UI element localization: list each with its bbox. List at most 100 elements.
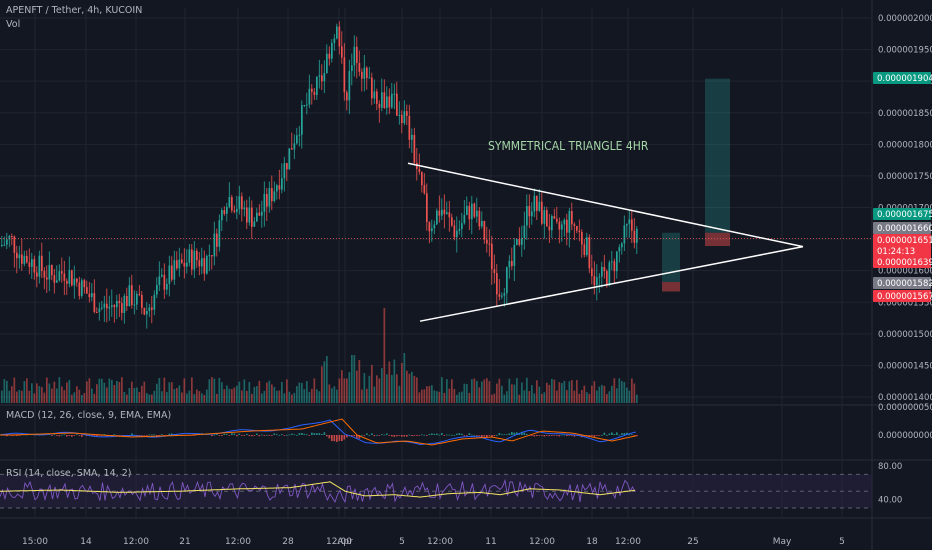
candle-body [351, 65, 353, 72]
volume-bar [213, 378, 216, 403]
volume-bar [311, 388, 313, 403]
volume-bar [103, 382, 106, 403]
volume-bar [191, 377, 193, 403]
macd-hist-bar [306, 434, 308, 436]
macd-hist-bar [61, 434, 63, 436]
macd-hist-bar [233, 433, 236, 435]
volume-bar [313, 378, 316, 403]
candle-body [331, 43, 333, 59]
candle-body [468, 205, 471, 220]
volume-bar [528, 391, 531, 403]
volume-bar [16, 391, 18, 403]
macd-hist-bar [416, 435, 418, 436]
macd-hist-bar [223, 433, 226, 435]
volume-bar [18, 389, 21, 403]
volume-bar [236, 385, 238, 403]
candle-body [481, 221, 483, 227]
candle-body [603, 266, 606, 272]
macd-hist-bar [408, 434, 411, 436]
candle-body [188, 249, 191, 263]
volume-bar [123, 391, 126, 403]
macd-hist-bar [548, 435, 551, 437]
macd-hist-bar [381, 434, 383, 435]
volume-bar [593, 381, 596, 403]
price-axis-tick: 0.000001600 [878, 267, 932, 277]
candle-body [388, 96, 391, 108]
macd-hist-bar [331, 435, 333, 441]
volume-bar [386, 374, 388, 403]
candle-body [326, 53, 328, 74]
macd-hist-bar [631, 434, 633, 435]
candle-body [113, 305, 116, 308]
price-tag [873, 234, 931, 246]
candle-body [81, 280, 83, 296]
rsi-line [0, 478, 636, 504]
candle-body [6, 239, 8, 245]
volume-bar [321, 366, 323, 403]
candle-body [586, 237, 588, 256]
macd-hist-bar [316, 433, 318, 435]
volume-bar [48, 383, 51, 403]
macd-hist-bar [628, 434, 631, 436]
volume-bar [381, 368, 383, 403]
candle-body [596, 277, 598, 286]
candle-body [106, 303, 108, 309]
macd-hist-bar [401, 435, 403, 437]
candle-body [203, 258, 206, 274]
candle-body [51, 264, 53, 276]
candle-body [336, 26, 338, 39]
price-axis-tick: 0.000001500 [878, 330, 932, 340]
volume-bar [276, 390, 278, 403]
volume-bar [326, 356, 328, 403]
volume-bar [101, 378, 103, 403]
macd-hist-bar [533, 435, 536, 437]
macd-hist-bar [501, 434, 503, 436]
price-axis-tick: 0.000001800 [878, 140, 932, 150]
candle-body [516, 239, 518, 245]
volume-bar [603, 385, 606, 403]
candle-body [521, 237, 523, 245]
volume-bar [563, 381, 566, 403]
macd-label[interactable]: MACD (12, 26, close, 9, EMA, EMA) [6, 410, 172, 421]
candle-body [568, 211, 571, 233]
candle-body [253, 221, 256, 227]
volume-bar [108, 378, 111, 403]
macd-hist-bar [226, 434, 228, 435]
volume-bar [583, 385, 586, 403]
candle-body [133, 304, 136, 306]
macd-hist-bar [446, 434, 448, 436]
candle-body [358, 62, 361, 72]
candle-body [166, 283, 168, 290]
macd-hist-bar [543, 435, 546, 437]
rsi-axis-tick: 40.00 [878, 496, 902, 506]
volume-bar [511, 384, 513, 403]
volume-bar [508, 378, 511, 403]
macd-hist-bar [516, 432, 518, 435]
price-tag [873, 290, 931, 302]
volume-bar [623, 382, 626, 403]
candle-body [608, 262, 611, 285]
volume-bar [538, 386, 541, 403]
volume-label[interactable]: Vol [6, 19, 21, 30]
volume-bar [498, 378, 501, 403]
pattern-annotation: SYMMETRICAL TRIANGLE 4HR [488, 139, 649, 153]
macd-hist-bar [523, 432, 526, 435]
volume-bar [96, 384, 98, 403]
volume-bar [68, 380, 71, 403]
volume-bar [51, 388, 53, 403]
macd-hist-bar [326, 435, 328, 437]
volume-bar [486, 378, 488, 403]
symbol-title[interactable]: APENFT / Tether, 4h, KUCOIN [6, 5, 143, 16]
volume-bar [331, 388, 333, 403]
volume-bar [228, 388, 231, 403]
volume-bar [606, 394, 608, 403]
macd-hist-bar [261, 434, 263, 436]
macd-hist-bar [56, 435, 58, 436]
candle-body [266, 194, 268, 207]
rsi-label[interactable]: RSI (14, close, SMA, 14, 2) [6, 468, 132, 479]
candle-body [421, 171, 423, 186]
candle-body [63, 273, 66, 281]
volume-bar [83, 393, 86, 403]
